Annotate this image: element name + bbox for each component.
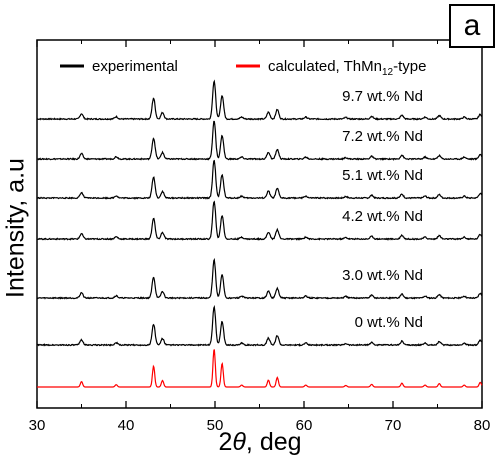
x-tick-label: 70 (385, 417, 402, 434)
series-labels-group: 9.7 wt.% Nd 7.2 wt.% Nd 5.1 wt.% Nd 4.2 wt.… (342, 88, 423, 331)
x-axis-label-symbol: θ (232, 428, 246, 456)
x-tick-label: 80 (474, 417, 491, 434)
x-axis-label: 2θ, deg (218, 428, 301, 457)
legend-label-calculated-sub: 12 (382, 67, 394, 78)
series-line (36, 120, 483, 161)
legend-label-calculated-part1: calculated, ThMn (268, 58, 382, 75)
legend-label-calculated-part3: -type (393, 58, 426, 75)
traces-group (36, 79, 483, 388)
legend-label-calculated: calculated, ThMn12-type (268, 58, 426, 78)
series-label: 5.1 wt.% Nd (342, 167, 423, 184)
x-axis-label-suffix: , deg (245, 428, 302, 456)
series-label: 0 wt.% Nd (355, 314, 423, 331)
legend: experimental calculated, ThMn12-type (60, 58, 426, 78)
series-line (36, 200, 483, 241)
series-line (36, 79, 483, 121)
series-label: 9.7 wt.% Nd (342, 88, 423, 105)
series-label: 3.0 wt.% Nd (342, 267, 423, 284)
x-tick-label: 40 (118, 417, 135, 434)
series-line (36, 159, 483, 200)
series-line (36, 257, 483, 300)
x-tick-label: 30 (29, 417, 46, 434)
x-tick-label: 50 (207, 417, 224, 434)
series-line (36, 304, 483, 347)
y-axis-label: Intensity, a.u (1, 158, 30, 298)
series-label: 4.2 wt.% Nd (342, 208, 423, 225)
legend-label-experimental: experimental (92, 58, 178, 75)
series-label: 7.2 wt.% Nd (342, 128, 423, 145)
x-axis-label-prefix: 2 (218, 428, 233, 456)
axes-group: 30 40 50 60 70 80 (29, 40, 491, 434)
series-line (37, 349, 483, 388)
x-tick-label: 60 (296, 417, 313, 434)
panel-label: a (449, 4, 495, 48)
